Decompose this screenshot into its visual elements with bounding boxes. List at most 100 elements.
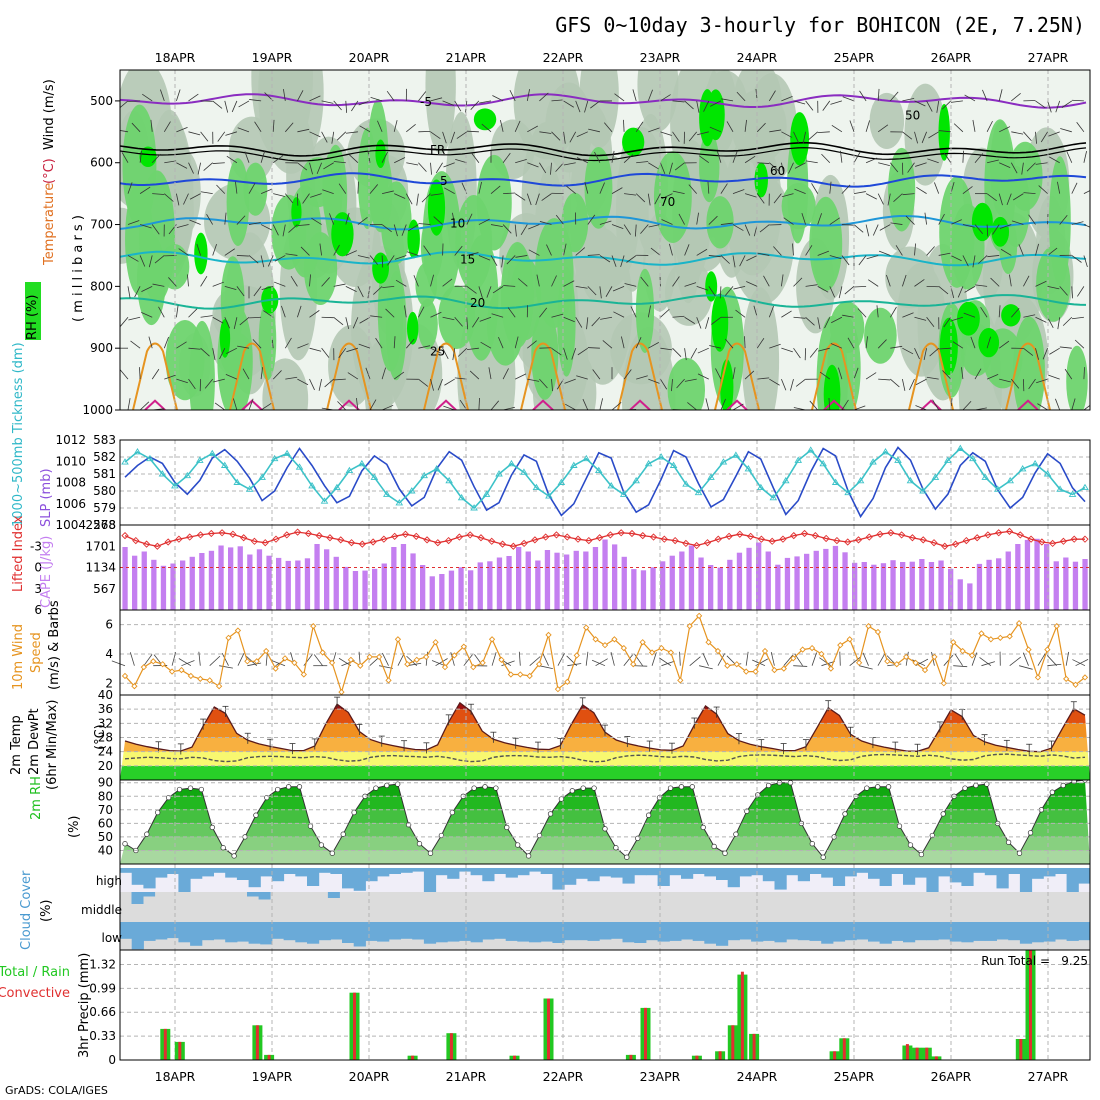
wind-barb (309, 378, 315, 391)
wind-barb (986, 374, 999, 380)
cloud-low-bar (248, 922, 261, 944)
temp-color-band (120, 751, 1090, 766)
thickness-marker (844, 488, 852, 496)
wind-speed-marker (423, 653, 430, 661)
wind-speed-marker (733, 661, 740, 668)
wind-barb (418, 162, 427, 172)
wind-barb (790, 378, 794, 391)
wind-barb (1057, 317, 1061, 330)
wind-barb (418, 223, 431, 225)
wind-barb (703, 100, 710, 112)
wind-barb (367, 286, 371, 299)
rh-contour-blob (584, 147, 613, 229)
wind10-ylabel-line1: 10m Wind (11, 624, 26, 690)
rh-contour-blob (226, 158, 250, 247)
wind10-ylabel: 10m Wind Speed (m/s) & Barbs (11, 600, 62, 690)
wind-barb (345, 317, 350, 330)
cape-bar (285, 560, 291, 610)
date-label-top: 18APR (155, 50, 196, 65)
lifted-index-marker (660, 535, 668, 543)
wind-barb (338, 183, 347, 194)
wind-speed-marker (178, 666, 185, 674)
wind-speed-marker (968, 652, 976, 659)
wind-barb (160, 89, 165, 102)
cloud-low-bar (844, 922, 857, 941)
cape-bar (1034, 538, 1040, 610)
cloud-low-bar (809, 922, 822, 941)
wind-barb (979, 657, 992, 667)
wind-barb (272, 224, 279, 236)
cloud-high-bar (1066, 868, 1079, 892)
wind-barb (154, 255, 165, 264)
cloud-high-bar (517, 868, 530, 876)
wind-barb (127, 286, 131, 299)
wind-barb (1047, 247, 1058, 256)
rh-contour-blob (139, 146, 157, 168)
wind-barb (463, 654, 473, 666)
wind-barb (252, 339, 262, 349)
isotherm-30-peak (920, 399, 942, 410)
thickness-marker (757, 483, 765, 491)
lifted-index-marker (434, 539, 442, 547)
precip-convective-bar (353, 992, 356, 1060)
lifted-index-marker (1027, 535, 1035, 543)
cloud-low-bar (891, 922, 904, 941)
lifted-index-marker (315, 531, 323, 540)
wind-barb (345, 100, 348, 113)
wind-barb (914, 279, 925, 287)
wind-barb (148, 336, 153, 349)
wind-barb (576, 157, 588, 164)
thickness-marker (644, 459, 653, 467)
cape-bar (880, 563, 887, 610)
rh-contour-blob (219, 318, 231, 358)
wind-barb (971, 652, 978, 666)
wind-barb (1028, 378, 1036, 390)
rh-contour-blob (534, 218, 574, 329)
wind-speed-marker (855, 659, 863, 666)
wind-barb (373, 286, 383, 295)
wind-barb (181, 660, 195, 667)
cloud-high-bar (120, 868, 133, 873)
wind-barb (139, 255, 146, 267)
cloud-high-bar (1054, 868, 1068, 874)
wind-barb (514, 336, 519, 349)
wind-barb (478, 181, 482, 194)
cloud-high-bar (996, 868, 1009, 889)
wind-barb (274, 255, 286, 262)
lifted-index-marker (574, 535, 582, 543)
cloud-high-bar (155, 868, 168, 878)
wind-barb (214, 402, 226, 410)
wind-barb (854, 285, 867, 288)
pressure-tick: 800 (90, 279, 113, 293)
wind-barb (569, 131, 577, 143)
wind-barb (672, 347, 682, 357)
wind-barb (168, 277, 177, 287)
pressure-tick: 900 (90, 341, 113, 355)
wind-barb (588, 128, 600, 133)
wind-barb (938, 347, 951, 350)
cloud-low-bar (914, 922, 927, 941)
wind-barb (611, 150, 615, 163)
wind-barb (623, 369, 632, 380)
wind-barb (341, 660, 355, 667)
wind-speed-marker (338, 688, 345, 696)
cloud-high-bar (961, 868, 974, 886)
wind-barb (1076, 121, 1085, 133)
wind-barb (551, 131, 561, 141)
cape-bar (304, 558, 311, 610)
wind-barb (176, 341, 187, 349)
wind-barb (430, 193, 443, 196)
wind-barb (386, 90, 395, 102)
cloud-low-bar (564, 922, 577, 941)
wind-barb (938, 213, 945, 225)
wind-barb (1083, 190, 1090, 194)
date-label-top: 20APR (349, 50, 390, 65)
thickness-marker (769, 493, 778, 501)
wind-barb (189, 219, 201, 225)
wind-barb (321, 347, 330, 358)
lifted-index-marker (477, 534, 485, 542)
wind-barb (430, 274, 434, 287)
wind-barb (290, 275, 298, 287)
wind-barb (614, 93, 625, 102)
cloud-high-bar (938, 868, 951, 877)
